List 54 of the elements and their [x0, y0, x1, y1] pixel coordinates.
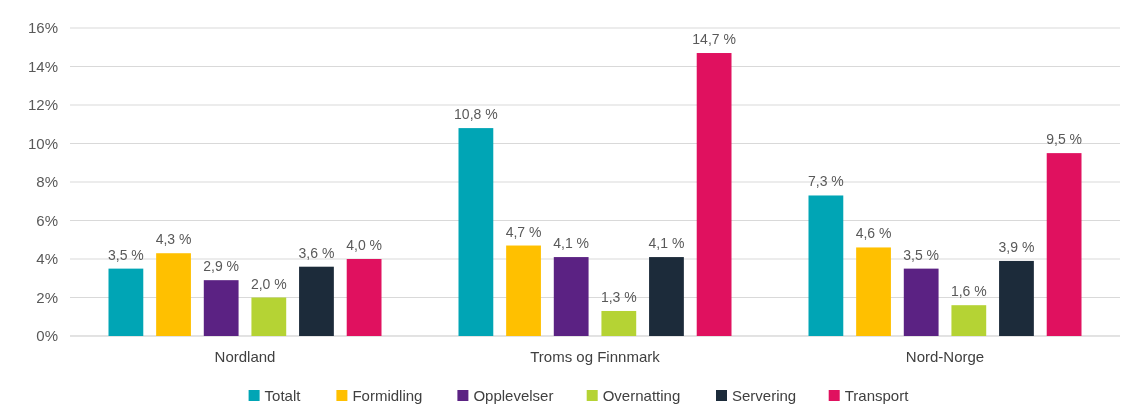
data-label: 14,7 % — [692, 31, 736, 48]
data-label: 1,3 % — [600, 288, 637, 305]
data-label: 4,1 % — [553, 235, 590, 252]
y-tick-label: 8% — [36, 173, 58, 191]
y-tick-label: 16% — [27, 19, 58, 37]
bar — [346, 259, 382, 336]
legend-label: Opplevelser — [473, 387, 554, 405]
data-label: 4,3 % — [155, 231, 192, 248]
data-label: 3,5 % — [903, 246, 940, 263]
y-tick-label: 12% — [27, 96, 58, 114]
y-tick-label: 6% — [36, 211, 58, 229]
legend-label: Servering — [732, 387, 797, 405]
data-label: 1,6 % — [950, 283, 987, 300]
data-label: 3,9 % — [998, 238, 1035, 255]
legend-label: Overnatting — [602, 387, 681, 405]
bar — [696, 53, 732, 336]
bar — [856, 247, 891, 336]
data-label: 4,0 % — [346, 237, 383, 253]
y-tick-label: 4% — [36, 250, 58, 268]
bar — [108, 268, 144, 336]
x-tick-label: Nordland — [214, 348, 276, 365]
bar — [458, 128, 494, 336]
bar — [649, 257, 684, 336]
bar — [601, 310, 637, 336]
legend-label: Formidling — [352, 387, 423, 405]
bar — [251, 297, 287, 336]
data-label: 4,1 % — [648, 235, 685, 252]
y-tick-label: 2% — [36, 288, 58, 306]
data-label: 7,3 % — [807, 173, 844, 190]
bar — [553, 257, 589, 336]
data-label: 3,5 % — [107, 246, 144, 263]
bar — [903, 268, 939, 336]
data-label: 10,8 % — [454, 106, 498, 123]
bar — [299, 266, 334, 336]
data-label: 2,0 % — [250, 275, 287, 292]
bar — [506, 245, 541, 336]
y-tick-label: 0% — [36, 327, 58, 345]
data-label: 9,5 % — [1046, 131, 1083, 148]
y-tick-label: 10% — [27, 134, 58, 152]
data-label: 3,6 % — [298, 244, 335, 261]
y-tick-label: 14% — [27, 57, 58, 75]
x-tick-label: Nord-Norge — [905, 348, 985, 365]
data-label: 4,7 % — [505, 223, 542, 240]
x-tick-label: Troms og Finnmark — [530, 348, 661, 365]
bar — [203, 280, 239, 336]
bar — [951, 305, 987, 336]
bar — [156, 253, 191, 336]
bar — [1046, 153, 1082, 336]
data-label: 2,9 % — [203, 258, 240, 275]
data-label: 4,6 % — [855, 225, 892, 242]
bar — [808, 195, 844, 336]
legend-label: Transport — [844, 387, 910, 405]
legend-label: Totalt — [264, 387, 302, 405]
bar — [999, 260, 1034, 336]
